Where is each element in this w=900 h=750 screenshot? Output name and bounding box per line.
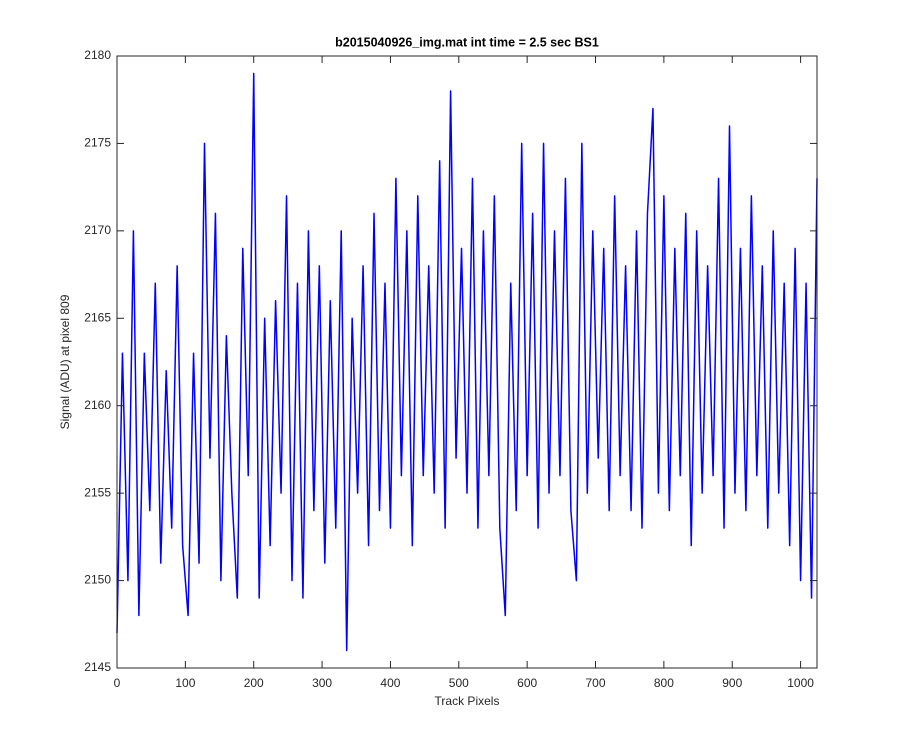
- x-tick-label: 400: [380, 676, 400, 690]
- x-tick-label: 900: [722, 676, 742, 690]
- x-tick-label: 0: [114, 676, 121, 690]
- x-tick-label: 700: [586, 676, 606, 690]
- x-tick-label: 1000: [787, 676, 814, 690]
- axes-box: [116, 55, 818, 669]
- y-tick-label: 2160: [84, 398, 111, 412]
- y-tick-label: 2165: [84, 310, 111, 324]
- x-tick-label: 100: [175, 676, 195, 690]
- x-tick-label: 600: [517, 676, 537, 690]
- data-line: [116, 72, 818, 652]
- y-tick-label: 2170: [84, 223, 111, 237]
- y-tick-label: 2150: [84, 573, 111, 587]
- y-tick-label: 2145: [84, 660, 111, 674]
- y-tick-label: 2180: [84, 48, 111, 62]
- x-tick-label: 300: [312, 676, 332, 690]
- x-tick-label: 200: [244, 676, 264, 690]
- x-tick-label: 500: [449, 676, 469, 690]
- chart-title: b2015040926_img.mat int time = 2.5 sec B…: [335, 35, 599, 49]
- x-axis-label: Track Pixels: [435, 694, 500, 708]
- x-tick-label: 800: [654, 676, 674, 690]
- y-tick-label: 2155: [84, 485, 111, 499]
- y-tick-label: 2175: [84, 136, 111, 150]
- y-axis-label: Signal (ADU) at pixel 809: [58, 294, 72, 429]
